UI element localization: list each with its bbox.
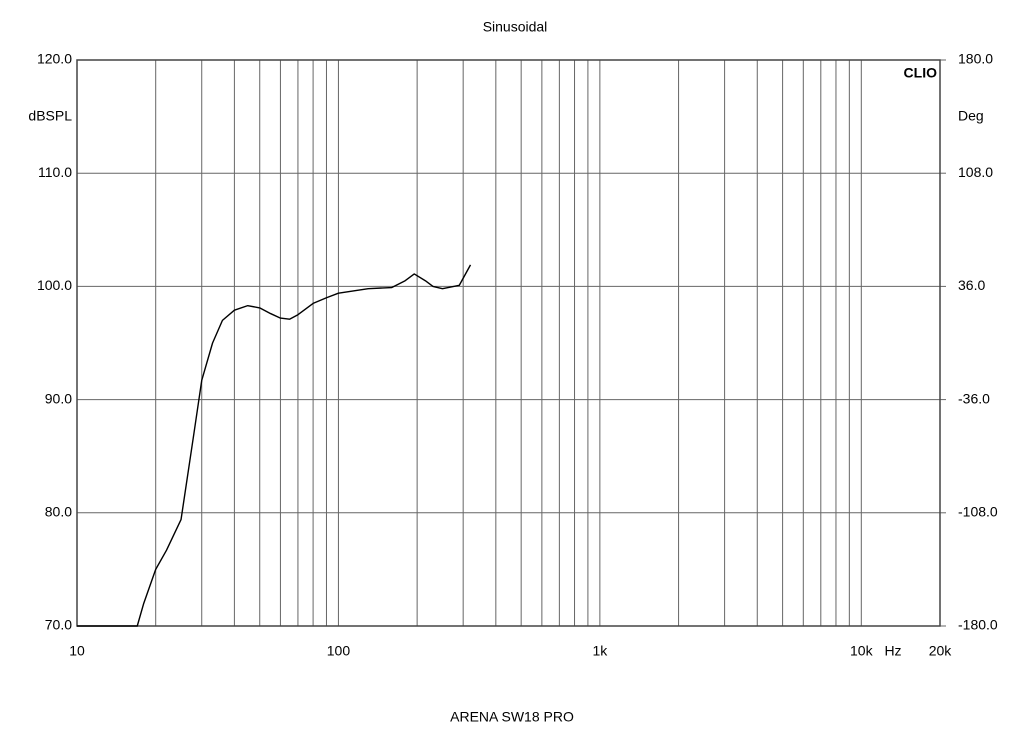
y2-tick-label: -108.0 bbox=[958, 504, 998, 520]
x-tick-label: 10k bbox=[850, 643, 874, 659]
y-tick-label: 80.0 bbox=[45, 504, 72, 520]
x-tick-label: 10 bbox=[69, 643, 85, 659]
x-tick-label: 1k bbox=[592, 643, 608, 659]
annotation: CLIO bbox=[904, 65, 938, 81]
y2-tick-label: 180.0 bbox=[958, 51, 993, 67]
y-tick-label: 120.0 bbox=[37, 51, 72, 67]
y2-tick-label: 108.0 bbox=[958, 164, 993, 180]
y-tick-label: 70.0 bbox=[45, 617, 72, 633]
y-tick-label: 110.0 bbox=[38, 164, 72, 180]
x-tick-label: 20k bbox=[929, 643, 953, 659]
y-tick-label: 90.0 bbox=[45, 390, 72, 406]
y2-tick-label: -180.0 bbox=[958, 617, 998, 633]
y-axis-label: dBSPL bbox=[28, 108, 72, 124]
plot-frame bbox=[76, 59, 941, 627]
x-tick-label: 100 bbox=[327, 643, 351, 659]
y2-axis-label: Deg bbox=[958, 108, 984, 124]
y2-tick-label: -36.0 bbox=[958, 390, 990, 406]
y-tick-label: 100.0 bbox=[37, 277, 72, 293]
x-unit-label: Hz bbox=[884, 643, 901, 659]
chart-title: Sinusoidal bbox=[483, 19, 548, 35]
line-series bbox=[77, 264, 472, 627]
caption: ARENA SW18 PRO bbox=[450, 709, 574, 725]
y2-tick-label: 36.0 bbox=[958, 277, 985, 293]
